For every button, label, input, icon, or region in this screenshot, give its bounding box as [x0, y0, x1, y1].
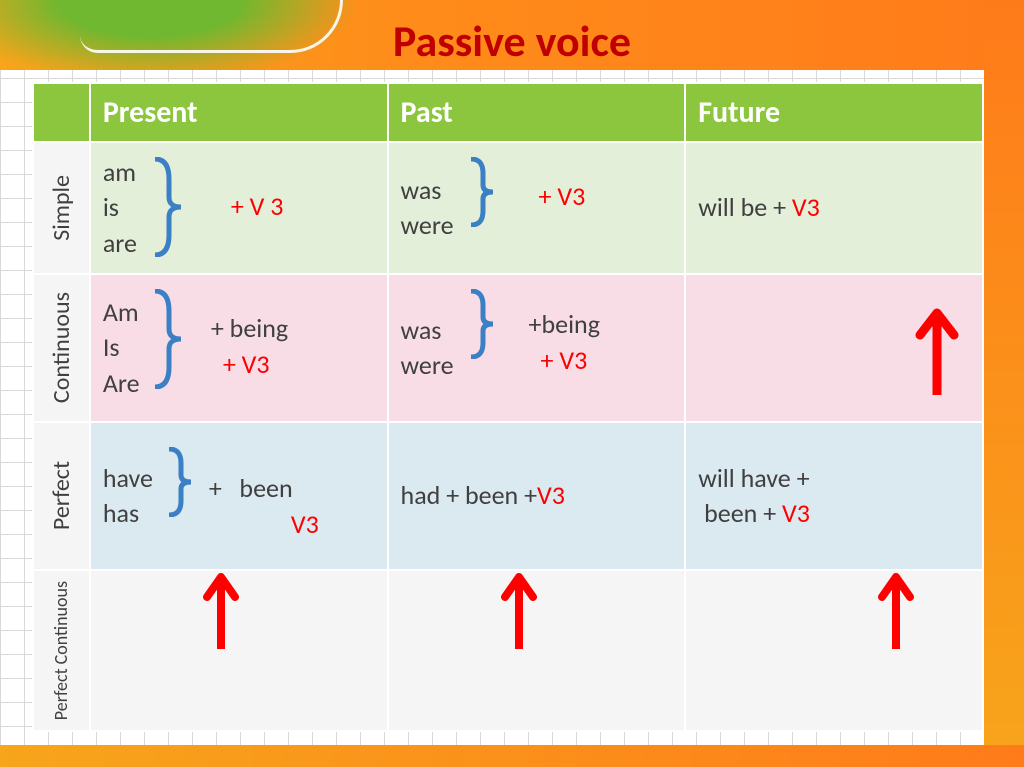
header-present: Present	[90, 83, 388, 142]
up-arrow-icon	[912, 295, 962, 395]
brace-icon	[165, 447, 195, 517]
header-future: Future	[685, 83, 983, 142]
row-perfect: Perfect have has + been V3 had + been +V…	[33, 422, 983, 570]
cell-perfect-present: have has + been V3	[90, 422, 388, 570]
row-label-perfect: Perfect	[33, 422, 90, 570]
header-row: Present Past Future	[33, 83, 983, 142]
row-continuous: Continuous Am Is Are + being + V3 was we…	[33, 274, 983, 422]
cell-simple-future: will be + V3	[685, 142, 983, 274]
row-label-simple: Simple	[33, 142, 90, 274]
brace-icon	[467, 289, 497, 359]
brace-icon	[151, 289, 185, 389]
up-arrow-icon	[876, 563, 916, 649]
cell-pc-future	[685, 570, 983, 731]
brace-icon	[467, 157, 497, 227]
cell-pc-past	[388, 570, 686, 731]
decoration-bottom	[0, 745, 1024, 767]
decoration-right	[984, 0, 1024, 767]
row-perfect-continuous: Perfect Continuous	[33, 570, 983, 731]
up-arrow-icon	[201, 563, 241, 649]
row-label-perfect-continuous: Perfect Continuous	[33, 570, 90, 731]
cell-simple-past: was were + V3	[388, 142, 686, 274]
cell-continuous-past: was were +being + V3	[388, 274, 686, 422]
cell-perfect-past: had + been +V3	[388, 422, 686, 570]
brace-icon	[151, 157, 185, 257]
header-corner	[33, 83, 90, 142]
header-past: Past	[388, 83, 686, 142]
cell-simple-present: am is are + V 3	[90, 142, 388, 274]
cell-continuous-future	[685, 274, 983, 422]
cell-pc-present	[90, 570, 388, 731]
row-simple: Simple am is are + V 3 was were + V3 wil…	[33, 142, 983, 274]
up-arrow-icon	[499, 563, 539, 649]
cell-continuous-present: Am Is Are + being + V3	[90, 274, 388, 422]
cell-perfect-future: will have + been + V3	[685, 422, 983, 570]
row-label-continuous: Continuous	[33, 274, 90, 422]
passive-voice-table: Present Past Future Simple am is are + V…	[32, 82, 984, 732]
page-title: Passive voice	[0, 14, 1024, 68]
